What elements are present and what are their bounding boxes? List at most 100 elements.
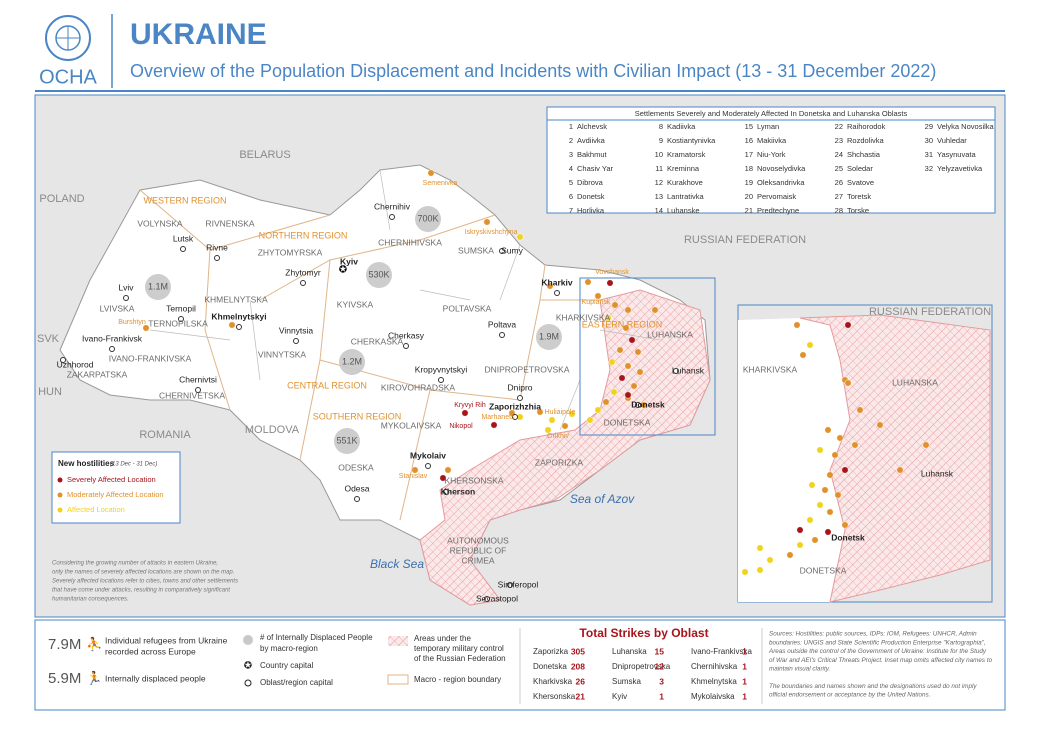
- idp-icon: 🏃: [86, 670, 102, 685]
- settlement-name: Bakhmut: [577, 150, 608, 159]
- location-dot: [142, 324, 150, 332]
- region-boundary: [139, 189, 600, 521]
- city-symbol: [195, 387, 201, 393]
- legend-boundary: Macro - region boundary: [414, 675, 501, 684]
- idp-label: Internally displaced people: [105, 673, 206, 683]
- location-dot: [766, 556, 774, 564]
- idp-bubble: [366, 262, 392, 288]
- location-dot: [799, 351, 807, 359]
- settlement-number: 14: [655, 206, 663, 215]
- location-dot: [808, 481, 816, 489]
- location-dot: [816, 446, 824, 454]
- settlement-number: 5: [569, 178, 573, 187]
- strike-oblast: Mykolaivska: [691, 692, 735, 701]
- location-dot: [824, 426, 832, 434]
- location-label: Burshtyn: [118, 319, 146, 326]
- settlement-name: Soledar: [847, 164, 873, 173]
- location-dot: [844, 379, 852, 387]
- map-note: only the names of severely affected loca…: [52, 570, 234, 576]
- city-symbol: [389, 214, 395, 220]
- idp-figure: 5.9M: [48, 670, 81, 687]
- location-dot: [427, 169, 435, 177]
- strike-count: 305: [571, 646, 585, 656]
- city-label: Lutsk: [173, 233, 194, 243]
- strikes-title: Total Strikes by Oblast: [579, 626, 708, 640]
- region-label: EASTERN REGION: [582, 319, 663, 329]
- legend-oblast-capital: Oblast/region capital: [260, 678, 333, 687]
- city-label: Kropyvnytskyi: [415, 364, 468, 374]
- city-symbol: [635, 402, 641, 408]
- city-symbol: [438, 377, 444, 383]
- strike-count: 208: [571, 661, 585, 671]
- inset-label: KHARKIVSKA: [743, 364, 798, 374]
- oblast-label: LUHANSKA: [647, 329, 693, 339]
- location-dot: [622, 324, 630, 332]
- settlement-name: Toretsk: [847, 192, 871, 201]
- settlement-number: 2: [569, 136, 573, 145]
- city-label: Dnipro: [507, 382, 532, 392]
- inset-label: DONETSKA: [800, 565, 847, 575]
- sources-text: of War and AEI's Critical Threats Projec…: [769, 657, 993, 664]
- location-dot: [816, 501, 824, 509]
- strike-oblast: Zaporizka: [533, 647, 569, 656]
- legend-title: New hostilities: [58, 459, 115, 468]
- city-symbol: [300, 280, 306, 286]
- settlement-number: 16: [745, 136, 753, 145]
- oblast-label: DNIPROPETROVSKA: [484, 364, 569, 374]
- oblast-label: KHMELNYTSKA: [204, 294, 268, 304]
- location-dot: [876, 421, 884, 429]
- idp-bubble-label: 1.9M: [539, 331, 559, 341]
- strike-count: 1: [742, 646, 747, 656]
- settlement-number: 10: [655, 150, 663, 159]
- settlement-name: Niu-York: [757, 150, 786, 159]
- location-dot: [584, 278, 592, 286]
- location-label: Huliaipole: [545, 409, 576, 416]
- inset-free-area: [738, 318, 850, 602]
- settlement-number: 25: [835, 164, 843, 173]
- settlement-name: Kreminna: [667, 164, 700, 173]
- city-label: Donetsk: [631, 399, 665, 409]
- location-dot: [634, 348, 642, 356]
- legend-occupied: temporary military control: [414, 644, 504, 653]
- location-dot: [586, 416, 594, 424]
- city-symbol: [60, 357, 66, 363]
- inset-label: Donetsk: [831, 532, 865, 542]
- city-symbol: [425, 463, 431, 469]
- country-label: BELARUS: [239, 149, 290, 161]
- location-label: Kupiansk: [582, 299, 611, 306]
- location-dot: [796, 526, 804, 534]
- city-label: Rivne: [206, 242, 228, 252]
- settlement-number: 9: [659, 136, 663, 145]
- location-dot: [618, 374, 626, 382]
- city-symbol: [109, 346, 115, 352]
- strike-count: 26: [576, 676, 586, 686]
- city-symbol: [403, 343, 409, 349]
- settlement-number: 27: [835, 192, 843, 201]
- boundary-symbol: [387, 674, 409, 685]
- city-symbol: [293, 338, 299, 344]
- location-dot: [628, 336, 636, 344]
- city-symbol: [443, 489, 449, 495]
- settlement-number: 1: [569, 122, 573, 131]
- settlement-name: Lyman: [757, 122, 779, 131]
- city-label: Poltava: [488, 319, 517, 329]
- location-dot: [651, 306, 659, 314]
- oblast-label: TERNOPILSKA: [148, 318, 208, 328]
- location-dot: [741, 568, 749, 576]
- oblast-label: POLTAVSKA: [443, 303, 492, 313]
- legend-swatch: [57, 477, 63, 483]
- settlement-name: Velyka Novosilka: [937, 122, 995, 131]
- location-dot: [806, 516, 814, 524]
- location-dot: [841, 521, 849, 529]
- legend-occupied: Areas under the: [414, 634, 471, 643]
- strike-oblast: Ivano-Frankivska: [691, 647, 752, 656]
- settlement-name: Makiivka: [757, 136, 787, 145]
- legend: New hostilities (13 Dec - 31 Dec) Severe…: [51, 451, 181, 524]
- city-label: Uzhhorod: [57, 359, 94, 369]
- oblast-label: ZHYTOMYRSKA: [258, 247, 323, 257]
- inset-label: Luhansk: [921, 468, 954, 478]
- legend-swatch: [57, 492, 63, 498]
- oblast-label: CRIMEA: [461, 555, 494, 565]
- location-dot: [439, 474, 447, 482]
- refugee-label: Individual refugees from Ukraine: [105, 635, 228, 645]
